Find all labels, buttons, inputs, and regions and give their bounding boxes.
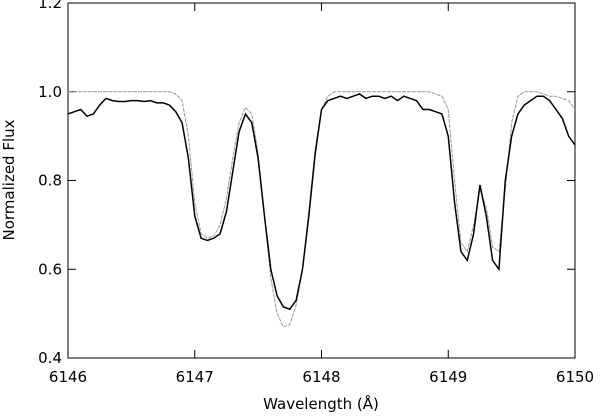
y-tick-label: 1.2: [38, 0, 62, 12]
x-tick-label: 6148: [302, 368, 340, 386]
y-tick-label: 1.0: [38, 83, 62, 101]
plot-frame: [67, 2, 576, 359]
y-axis-label: Normalized Flux: [0, 119, 18, 240]
y-tick-label: 0.8: [38, 172, 62, 190]
x-tick-label: 6150: [556, 368, 594, 386]
x-tick-label: 6149: [429, 368, 467, 386]
y-tick-label: 0.4: [38, 349, 62, 367]
x-tick-label: 6146: [49, 368, 87, 386]
spectrum-line: [68, 91, 576, 328]
x-axis-label: Wavelength (Å): [263, 394, 379, 413]
x-tick-label: 6147: [176, 368, 214, 386]
spectrum-line: [67, 93, 576, 311]
y-tick-label: 0.6: [38, 260, 62, 278]
